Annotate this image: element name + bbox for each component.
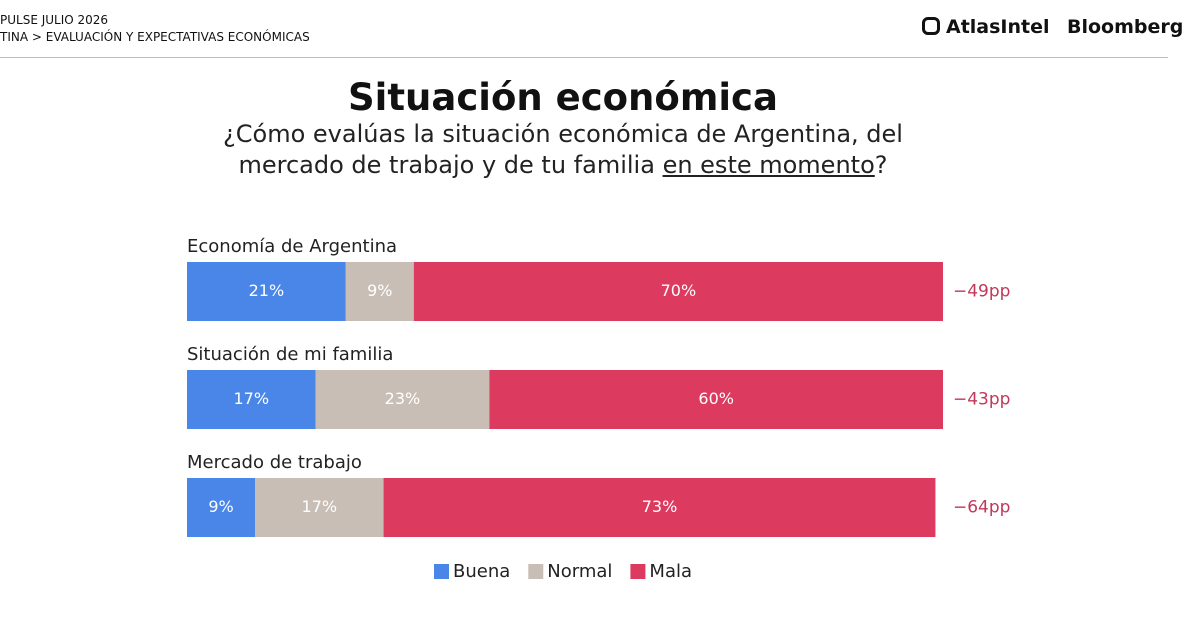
value-label: 17%: [233, 389, 269, 408]
category-label: Mercado de trabajo: [187, 452, 362, 473]
bar-segment: [255, 478, 384, 537]
bar-segment: [315, 370, 490, 429]
category-label: Economía de Argentina: [187, 236, 397, 257]
subtitle-end: ?: [874, 151, 888, 179]
survey-label: PULSE JULIO 2026: [0, 13, 109, 27]
value-label: 21%: [249, 281, 285, 300]
logo-atlas: AtlasIntel: [922, 16, 1050, 38]
section-label: TINA > EVALUACIÓN Y EXPECTATIVAS ECONÓMI…: [0, 30, 310, 44]
legend-label: Mala: [649, 561, 692, 582]
legend-swatch: [434, 564, 449, 579]
value-label: 9%: [367, 281, 392, 300]
legend-label: Normal: [547, 561, 612, 582]
net-label: −43pp: [953, 390, 1010, 410]
value-label: 9%: [208, 497, 233, 516]
category-label: Situación de mi familia: [187, 344, 393, 365]
logo-bloomberg: Bloomberg: [1067, 16, 1184, 38]
bar-segment: [187, 262, 346, 321]
net-label: −64pp: [953, 498, 1010, 518]
header-rule: [0, 57, 1168, 58]
subtitle-emphasis: en este momento: [662, 151, 875, 179]
subtitle: ¿Cómo evalúas la situación económica de …: [223, 120, 903, 148]
bar-segment: [489, 370, 943, 429]
value-label: 17%: [302, 497, 338, 516]
value-label: 73%: [642, 497, 678, 516]
value-label: 70%: [661, 281, 697, 300]
bar-segment: [413, 262, 943, 321]
legend-swatch: [630, 564, 646, 579]
chart-title: Situación económica: [348, 76, 778, 119]
bar-segment: [383, 478, 936, 537]
logo-text: AtlasIntel: [946, 16, 1050, 38]
legend-swatch: [528, 564, 544, 579]
value-label: 60%: [698, 389, 734, 408]
value-label: 23%: [385, 389, 421, 408]
net-label: −49pp: [953, 282, 1010, 302]
bar-segment: [187, 370, 316, 429]
bar-segment: [187, 478, 256, 537]
subtitle: mercado de trabajo y de tu familia en es…: [0, 151, 1126, 179]
subtitle-text: mercado de trabajo y de tu familia: [238, 151, 655, 179]
legend-label: Buena: [453, 561, 510, 582]
bar-segment: [345, 262, 414, 321]
